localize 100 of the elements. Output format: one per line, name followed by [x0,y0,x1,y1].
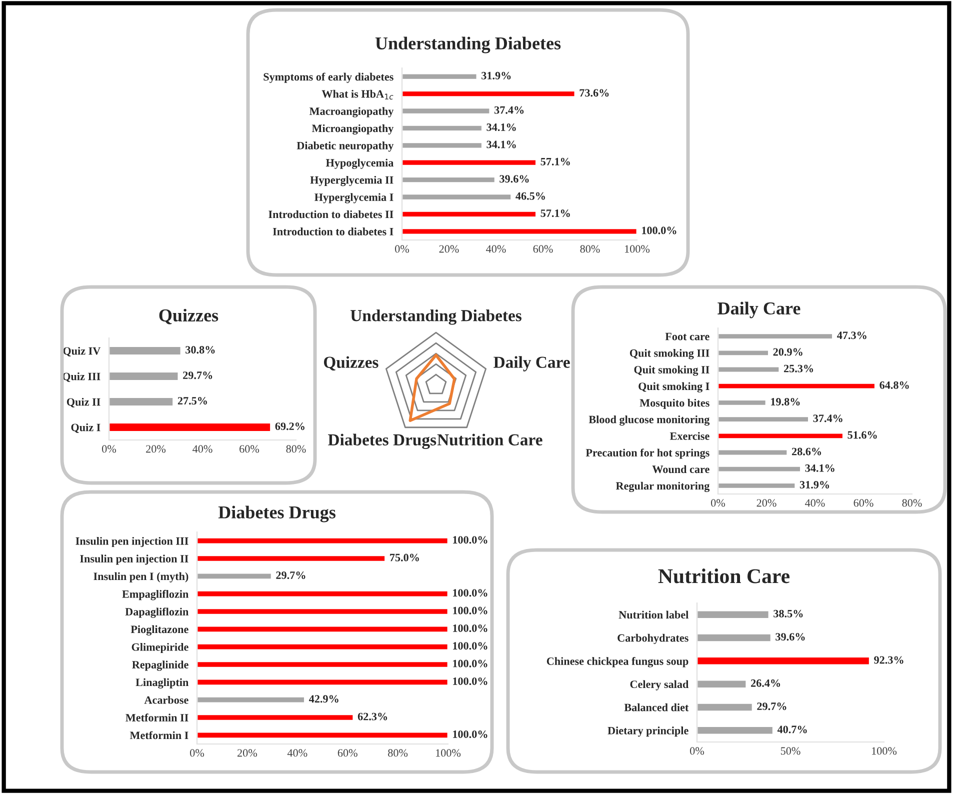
data-label: 100.0% [453,536,488,544]
data-label: 100.0% [453,677,488,685]
y-tick-label: Quit smoking III [630,349,710,360]
x-tick-label: 80% [902,499,922,507]
bar [402,107,491,115]
data-label: 100.0% [453,624,488,632]
bar [197,554,386,562]
bar [402,142,483,150]
x-tick-label: 20% [146,445,166,453]
bar [718,349,770,356]
bar [402,90,576,98]
bar [402,176,496,184]
spoke-label: Nutrition Care [437,434,542,446]
data-label: 39.6% [500,175,529,183]
x-tick-label: 40% [192,445,212,453]
bar [402,72,478,80]
y-tick-label: Dapagliflozin [125,608,188,618]
spoke-label: Understanding Diabetes [350,310,522,325]
bar [197,537,448,545]
data-label: 26.4% [751,679,780,687]
bar [197,643,448,651]
y-tick-label: Blood glucose monitoring [588,415,710,426]
y-tick-label: Metformin II [126,714,188,722]
x-tick-label: 40% [805,499,825,507]
y-tick-label: Mosquito bites [640,398,710,409]
y-tick-label: Pioglitazone [130,625,188,636]
y-tick-label: Balanced diet [624,703,689,712]
y-tick-label: Acarbose [144,696,188,704]
y-tick-label: Macroangiopathy [309,107,394,118]
y-tick-label: Hypoglycemia [326,158,394,169]
data-label: 39.6% [776,633,805,641]
spoke-label: Quizzes [324,356,378,370]
bar [697,633,772,642]
data-label: 100.0% [642,226,676,234]
y-tick-label: Carbohydrates [618,634,688,644]
data-label: 57.1% [540,158,570,166]
bar [697,679,748,689]
data-label: 100.0% [453,606,488,614]
bar [197,572,272,580]
bar [109,371,180,382]
chart-title: Understanding Diabetes [375,36,561,54]
y-tick-label: Insulin pen injection III [76,536,188,548]
y-tick-label: Introduction to diabetes I [272,228,394,236]
bar [697,702,754,712]
y-tick-label: Celery salad [630,680,689,690]
y-tick-label: Exercise [670,432,710,440]
data-label: 51.6% [848,431,877,439]
data-label: 20.9% [773,348,802,356]
data-label: 40.7% [777,726,807,734]
bar [718,466,802,473]
bar [718,482,796,490]
spoke-label: Diabetes Drugs [328,434,436,449]
bar [197,731,448,739]
x-tick-label: 80% [286,445,306,453]
y-tick-label: Metformin I [130,731,188,740]
x-tick-label: 80% [388,749,408,757]
data-label: 62.3% [358,712,388,720]
data-label: 47.3% [837,332,866,340]
data-label: 73.6% [580,89,609,97]
data-label: 100.0% [453,589,488,597]
data-label: 75.0% [390,554,419,562]
data-label: 37.4% [494,106,524,114]
y-tick-label: Chinese chickpea fungus soup [546,657,688,668]
x-tick-label: 20% [238,749,258,757]
bar [197,590,448,598]
y-tick-label: Diabetic neuropathy [296,142,394,152]
data-label: 37.4% [813,414,842,422]
data-label: 30.8% [186,346,215,354]
data-label: 100.0% [453,660,488,668]
data-label: 31.9% [482,72,511,80]
data-label: 29.7% [183,372,212,380]
data-label: 69.2% [275,422,304,430]
data-label: 38.5% [774,610,803,618]
y-tick-label: Glimepiride [132,642,188,654]
x-tick-label: 0% [690,747,704,755]
y-tick-label: Symptoms of early diabetes [264,72,394,83]
y-tick-label: Insulin pen I (myth) [94,572,188,582]
data-label: 34.1% [486,123,516,132]
data-label: 34.1% [486,140,516,148]
bar [197,714,354,722]
y-tick-label: Regular monitoring [616,482,710,492]
y-tick-label: Linagliptin [136,678,188,688]
x-tick-label: 80% [580,245,600,253]
x-tick-label: 60% [533,245,553,253]
x-tick-label: 60% [240,445,260,453]
bar [109,422,272,432]
x-tick-label: 20% [439,245,459,253]
x-tick-label: 0% [190,749,204,757]
data-label: 31.9% [800,480,830,489]
y-tick-label: Microangiopathy [312,124,394,135]
y-tick-label: Quit smoking I [638,382,710,392]
y-tick-label: Dietary principle [608,726,688,737]
data-label: 27.5% [178,397,207,405]
y-tick-label: What is HbA$_{1c}$ [322,90,394,100]
x-tick-label: 60% [854,499,874,507]
bar [718,399,767,406]
bar [109,396,174,407]
x-tick-label: 100% [436,749,461,757]
data-label: 92.3% [874,656,904,664]
data-label: 28.6% [792,448,822,456]
